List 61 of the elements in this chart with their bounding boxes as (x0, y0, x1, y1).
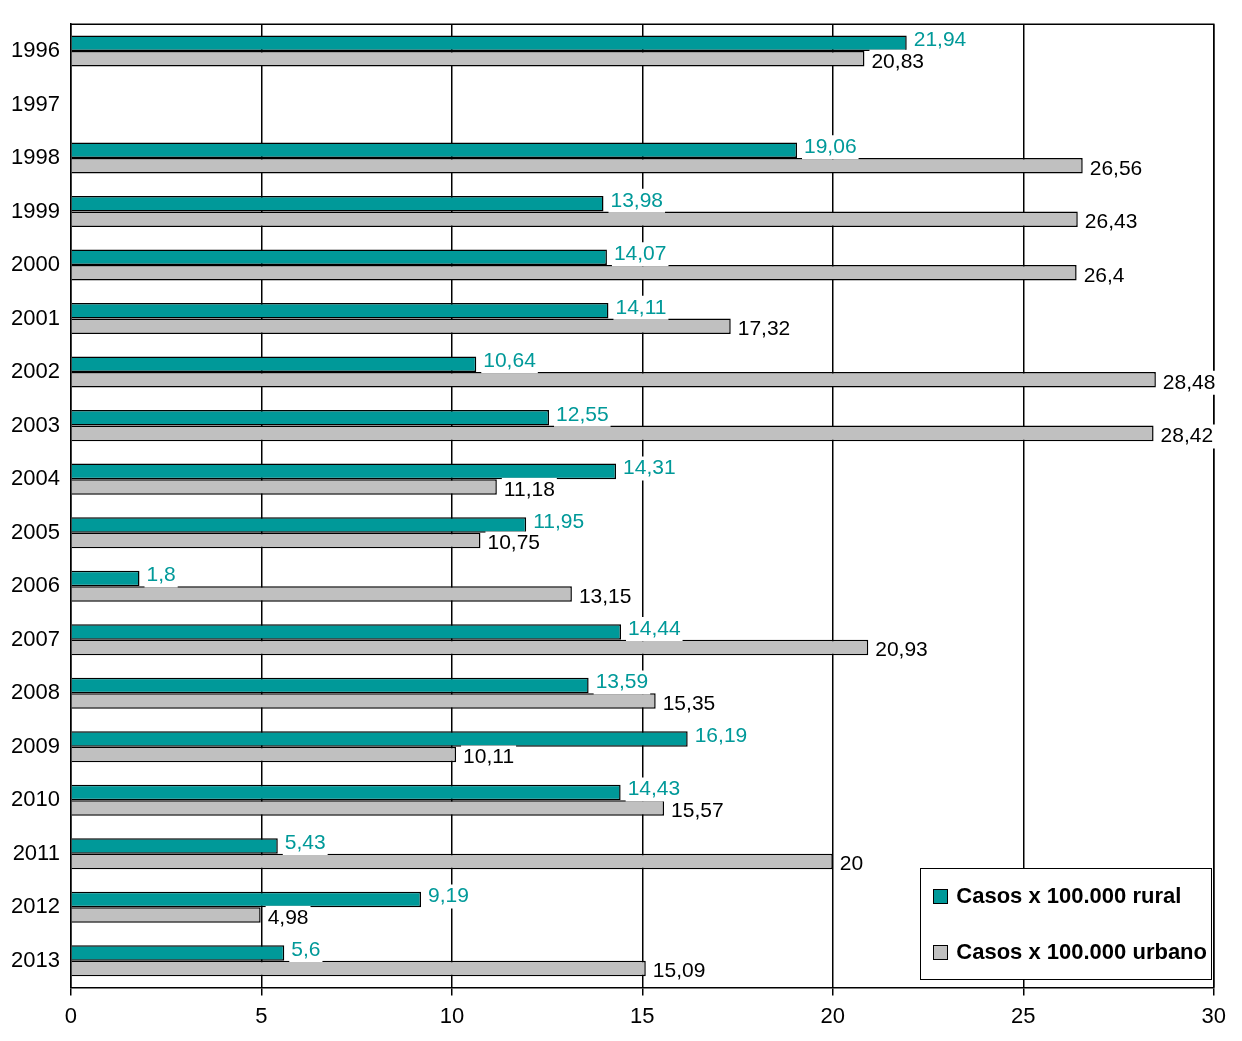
x-tick-label: 25 (1011, 1002, 1036, 1028)
data-label: 14,43 (627, 776, 681, 800)
data-label: 11,18 (503, 476, 555, 500)
y-tick-label: 2000 (10, 251, 60, 277)
data-label: 10,75 (487, 530, 541, 554)
data-label: 26,43 (1084, 209, 1138, 233)
x-tick-label: 20 (820, 1002, 846, 1028)
data-label: 14,44 (628, 615, 681, 639)
data-label: 16,19 (694, 722, 748, 746)
data-label: 15,09 (652, 958, 706, 982)
data-label: 12,55 (556, 401, 609, 425)
data-label: 28,42 (1160, 423, 1214, 447)
data-label: 13,98 (610, 187, 664, 211)
data-label: 1,8 (146, 562, 176, 586)
data-label: 5,6 (291, 936, 321, 960)
data-label: 14,07 (613, 241, 667, 265)
data-label: 28,48 (1162, 369, 1216, 393)
y-tick-label: 2007 (10, 625, 60, 651)
legend-label: Casos x 100.000 urbano (956, 939, 1207, 965)
legend-label: Casos x 100.000 rural (956, 883, 1182, 909)
data-label: 10,64 (483, 348, 537, 372)
y-tick-label: 2013 (10, 946, 60, 972)
y-tick-label: 2005 (10, 518, 60, 544)
x-tick-label: 10 (439, 1002, 465, 1028)
data-label: 13,15 (578, 583, 632, 607)
data-label: 11,95 (533, 508, 585, 532)
data-label: 15,57 (671, 797, 724, 821)
y-tick-label: 2002 (10, 358, 60, 384)
data-label: 10,11 (463, 744, 515, 768)
y-tick-label: 1999 (10, 197, 60, 223)
data-label: 20,83 (871, 48, 924, 72)
y-tick-label: 2011 (12, 839, 60, 865)
data-label: 20,93 (875, 637, 928, 661)
y-tick-label: 2001 (10, 304, 60, 330)
data-label: 20 (839, 851, 864, 875)
y-tick-label: 2012 (10, 893, 60, 919)
data-label: 13,59 (595, 669, 649, 693)
x-tick-label: 0 (64, 1002, 78, 1028)
data-label: 26,4 (1083, 262, 1125, 286)
data-label: 21,94 (913, 27, 967, 50)
data-label: 5,43 (284, 829, 326, 853)
y-tick-label: 1998 (10, 144, 60, 170)
y-tick-label: 2006 (10, 572, 60, 598)
data-label: 26,56 (1089, 155, 1143, 179)
x-tick-label: 30 (1201, 1002, 1227, 1028)
data-label: 15,35 (662, 690, 716, 714)
x-tick-label: 5 (255, 1002, 268, 1028)
y-tick-label: 1996 (10, 37, 60, 63)
data-label: 9,19 (428, 883, 469, 907)
y-tick-label: 2008 (10, 679, 60, 705)
data-label: 19,06 (804, 134, 857, 158)
data-label: 14,31 (623, 455, 676, 479)
data-label: 17,32 (737, 316, 791, 340)
y-tick-label: 2009 (10, 732, 60, 758)
y-tick-label: 2003 (10, 411, 60, 437)
y-tick-label: 2004 (10, 465, 60, 491)
y-tick-label: 2010 (10, 786, 60, 812)
x-tick-label: 15 (630, 1002, 655, 1028)
data-label: 4,98 (267, 904, 309, 928)
data-label: 14,11 (615, 294, 667, 318)
y-tick-label: 1997 (10, 90, 60, 116)
